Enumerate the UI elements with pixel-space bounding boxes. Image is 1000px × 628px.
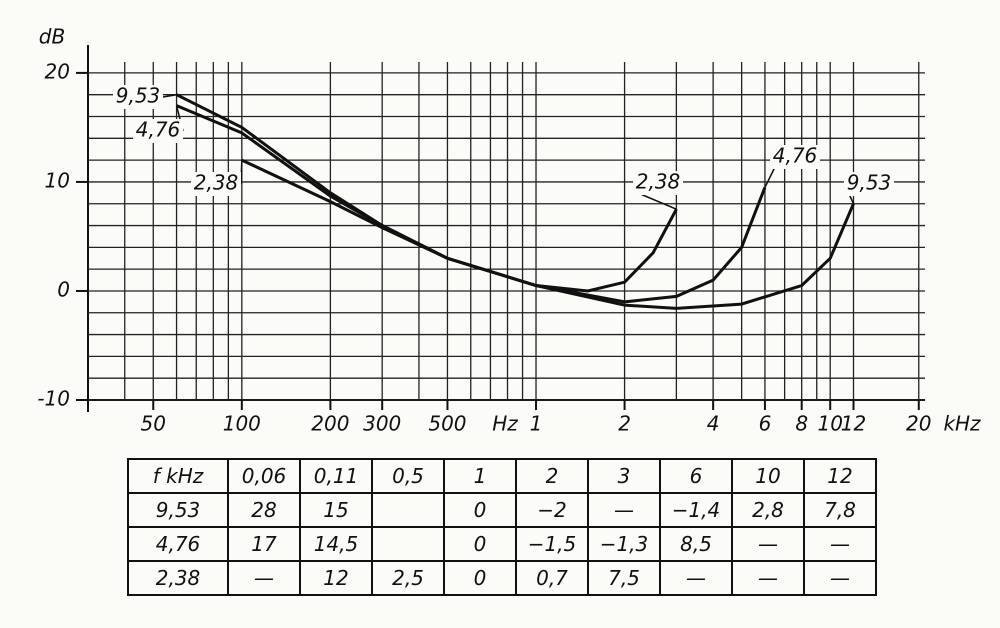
series-label: 2,38 xyxy=(636,170,681,194)
table-cell: 12 xyxy=(803,458,877,494)
y-tick-label: 20 xyxy=(45,59,70,83)
table-cell: — xyxy=(659,560,733,596)
series-label: 9,53 xyxy=(847,171,892,195)
table-cell: −1,3 xyxy=(587,526,661,562)
x-tick-label: 12 xyxy=(841,412,866,436)
line-series xyxy=(175,93,855,310)
x-tick-label: 8 xyxy=(795,412,808,436)
table-cell: 0 xyxy=(443,560,517,596)
table-cell: 3 xyxy=(587,458,661,494)
table-row: f kHz 0,06 0,11 0,5 1 2 3 6 10 12 xyxy=(127,458,877,494)
x-unit-label: kHz xyxy=(943,412,981,436)
x-tick-label: 10 xyxy=(817,412,842,436)
table-cell: 2,8 xyxy=(731,492,805,528)
y-tick-label: 10 xyxy=(45,168,70,192)
label-bg xyxy=(633,171,683,195)
table-cell: 7,5 xyxy=(587,560,661,596)
y-tick-label: -10 xyxy=(37,387,70,411)
table-cell: 12 xyxy=(299,560,373,596)
table-cell: — xyxy=(803,560,877,596)
table-cell: 8,5 xyxy=(659,526,733,562)
x-tick-label: 300 xyxy=(363,412,401,436)
table-cell: 2,5 xyxy=(371,560,445,596)
table-cell: — xyxy=(587,492,661,528)
x-tick-label: 4 xyxy=(707,412,720,436)
table-cell: 2,38 xyxy=(127,560,229,596)
table-cell: f kHz xyxy=(127,458,229,494)
table-cell: −1,4 xyxy=(659,492,733,528)
x-tick-label: 50 xyxy=(141,412,166,436)
table-cell: — xyxy=(731,526,805,562)
table-cell: 2 xyxy=(515,458,589,494)
table-cell xyxy=(371,526,445,562)
series-label: 2,38 xyxy=(194,171,239,195)
table-cell: 7,8 xyxy=(803,492,877,528)
x-tick-label: 2 xyxy=(618,412,631,436)
table-cell: 15 xyxy=(299,492,373,528)
x-tick-label: 100 xyxy=(223,412,261,436)
table-cell: 14,5 xyxy=(299,526,373,562)
table-cell xyxy=(371,492,445,528)
table-cell: — xyxy=(227,560,301,596)
leader-line xyxy=(162,93,177,98)
table-cell: 0,7 xyxy=(515,560,589,596)
x-tick-label: 200 xyxy=(311,412,349,436)
table-cell: 9,53 xyxy=(127,492,229,528)
table-cell: −1,5 xyxy=(515,526,589,562)
label-bg xyxy=(844,172,894,196)
leader-line xyxy=(637,192,677,210)
label-bg xyxy=(133,119,183,143)
leader-line xyxy=(764,166,776,188)
table-row: 9,53 28 15 0 −2— −1,4 2,8 7,8 xyxy=(127,492,877,528)
table-cell: 0,11 xyxy=(299,458,373,494)
table-cell: — xyxy=(803,526,877,562)
table-cell: 0,5 xyxy=(371,458,445,494)
data-table: f kHz 0,06 0,11 0,5 1 2 3 6 10 12 9,53 28 15 0 −2— −1,4… xyxy=(127,458,877,596)
x-tick-label: 6 xyxy=(759,412,772,436)
table-cell: 6 xyxy=(659,458,733,494)
label-bg xyxy=(113,85,163,109)
label-bg xyxy=(191,172,241,196)
table-cell: 0 xyxy=(443,492,517,528)
table-cell: — xyxy=(731,560,805,596)
table-cell: 10 xyxy=(731,458,805,494)
x-tick-label: 20 xyxy=(906,412,931,436)
x-tick-label: 500 xyxy=(428,412,466,436)
table-row: 2,38—12 2,5 0 0,7 7,5— — — xyxy=(127,560,877,596)
x-unit-label: Hz xyxy=(492,412,518,436)
table-cell: 1 xyxy=(443,458,517,494)
table-row: 4,76 17 14,5 0 −1,5 −1,3 8,5— — xyxy=(127,526,877,562)
table-cell: 17 xyxy=(227,526,301,562)
series-label: 9,53 xyxy=(116,84,161,108)
table-cell: 0,06 xyxy=(227,458,301,494)
table-cell: 4,76 xyxy=(127,526,229,562)
table-cell: 28 xyxy=(227,492,301,528)
series-label: 4,76 xyxy=(773,144,818,168)
x-tick-label: 1 xyxy=(530,412,543,436)
line-series xyxy=(241,158,678,293)
y-tick-label: 0 xyxy=(57,277,70,301)
y-axis-label: dB xyxy=(39,25,65,49)
label-bg xyxy=(770,145,820,169)
table-cell: 0 xyxy=(443,526,517,562)
series-label: 4,76 xyxy=(136,118,181,142)
leader-line xyxy=(240,160,243,185)
table-cell: −2 xyxy=(515,492,589,528)
